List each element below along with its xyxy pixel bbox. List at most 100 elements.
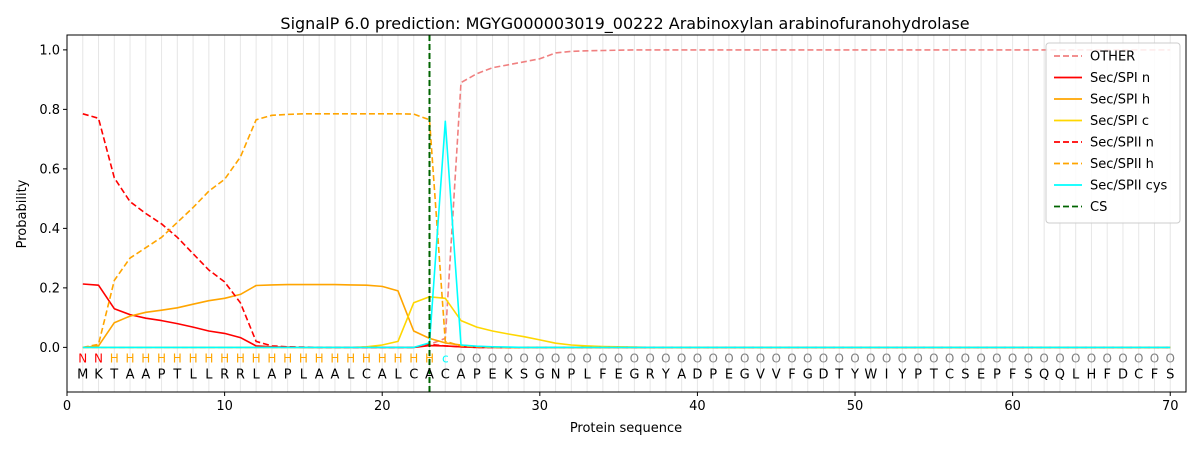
grid-lines <box>82 35 1171 392</box>
residue-label: S <box>1166 368 1174 383</box>
residue-label: A <box>267 368 276 383</box>
legend-label: Sec/SPI c <box>1090 114 1149 129</box>
plot-frame <box>66 34 1187 393</box>
residue-label: C <box>362 368 371 383</box>
legend-label: Sec/SPII n <box>1090 136 1154 151</box>
region-label: H <box>173 351 182 365</box>
region-label: O <box>850 351 859 365</box>
region-label: N <box>94 351 103 365</box>
residue-label: Q <box>1039 368 1049 383</box>
series-line-sec-spii-cys <box>82 120 1171 349</box>
region-label: O <box>1087 351 1096 365</box>
residue-label: T <box>109 368 118 383</box>
region-label: O <box>756 351 765 365</box>
residue-label: A <box>141 368 150 383</box>
series-line-sec-spii-h <box>82 113 1171 349</box>
x-tick-label: 30 <box>532 399 549 414</box>
residue-label: K <box>504 368 513 383</box>
residue-label: C <box>945 368 954 383</box>
residue-label: G <box>629 368 639 383</box>
region-label: O <box>693 351 702 365</box>
residue-label: M <box>77 368 88 383</box>
residue-label: R <box>236 368 245 383</box>
residue-label: P <box>284 368 292 383</box>
series-line-other <box>82 49 1171 349</box>
residue-label: P <box>993 368 1001 383</box>
region-label: O <box>898 351 907 365</box>
residue-label: C <box>409 368 418 383</box>
residue-label: Q <box>1055 368 1065 383</box>
residue-label: G <box>803 368 813 383</box>
region-label: O <box>567 351 576 365</box>
residue-label: A <box>457 368 466 383</box>
region-label: O <box>961 351 970 365</box>
region-label: O <box>1118 351 1127 365</box>
region-label: H <box>330 351 339 365</box>
region-label: H <box>393 351 402 365</box>
residue-label: P <box>473 368 481 383</box>
region-label: H <box>267 351 276 365</box>
residue-label: L <box>300 368 308 383</box>
region-label: H <box>126 351 135 365</box>
residue-label: D <box>818 368 828 383</box>
region-label: O <box>1055 351 1064 365</box>
x-axis-label: Protein sequence <box>570 421 682 436</box>
region-label: O <box>929 351 938 365</box>
region-label: O <box>1166 351 1175 365</box>
residue-label: S <box>1024 368 1032 383</box>
residue-label: Y <box>661 368 670 383</box>
region-label: N <box>78 351 87 365</box>
residue-label: L <box>253 368 261 383</box>
residue-label: E <box>615 368 623 383</box>
residue-label: V <box>772 368 781 383</box>
region-label: H <box>157 351 166 365</box>
residue-label: Y <box>897 368 906 383</box>
residue-label: R <box>220 368 229 383</box>
x-tick-label: 0 <box>63 399 71 414</box>
region-label: O <box>992 351 1001 365</box>
region-label: O <box>771 351 780 365</box>
region-label: H <box>252 351 261 365</box>
region-label: H <box>110 351 119 365</box>
region-label: O <box>740 351 749 365</box>
sequence-labels: NMNKHTHAHAHPHTHLHLHRHRHLHAHPHLHAHAHLHCHA… <box>77 351 1175 382</box>
region-label: O <box>1024 351 1033 365</box>
residue-label: F <box>788 368 795 383</box>
residue-label: F <box>1103 368 1110 383</box>
region-label: H <box>409 351 418 365</box>
residue-label: E <box>725 368 733 383</box>
residue-label: P <box>709 368 717 383</box>
x-tick-label: 10 <box>216 399 233 414</box>
residue-label: D <box>692 368 702 383</box>
region-label: H <box>189 351 198 365</box>
region-label: O <box>630 351 639 365</box>
region-label: O <box>976 351 985 365</box>
series-line-sec-spii-n <box>82 113 1171 349</box>
region-label: O <box>488 351 497 365</box>
region-label: O <box>535 351 544 365</box>
residue-label: T <box>172 368 181 383</box>
region-label: H <box>315 351 324 365</box>
residue-label: E <box>977 368 985 383</box>
region-label: O <box>582 351 591 365</box>
region-label: O <box>819 351 828 365</box>
residue-label: F <box>599 368 606 383</box>
residue-label: E <box>488 368 496 383</box>
residue-label: P <box>914 368 922 383</box>
region-label: H <box>378 351 387 365</box>
residue-label: L <box>394 368 402 383</box>
residue-label: A <box>330 368 339 383</box>
residue-label: D <box>1118 368 1128 383</box>
region-label: H <box>299 351 308 365</box>
region-label: O <box>614 351 623 365</box>
region-label: H <box>141 351 150 365</box>
region-label: O <box>945 351 954 365</box>
region-label: c <box>442 351 449 365</box>
region-label: O <box>598 351 607 365</box>
residue-label: L <box>347 368 355 383</box>
y-tick-label: 0.4 <box>39 222 60 237</box>
region-label: O <box>1008 351 1017 365</box>
region-label: O <box>913 351 922 365</box>
region-label: O <box>456 351 465 365</box>
